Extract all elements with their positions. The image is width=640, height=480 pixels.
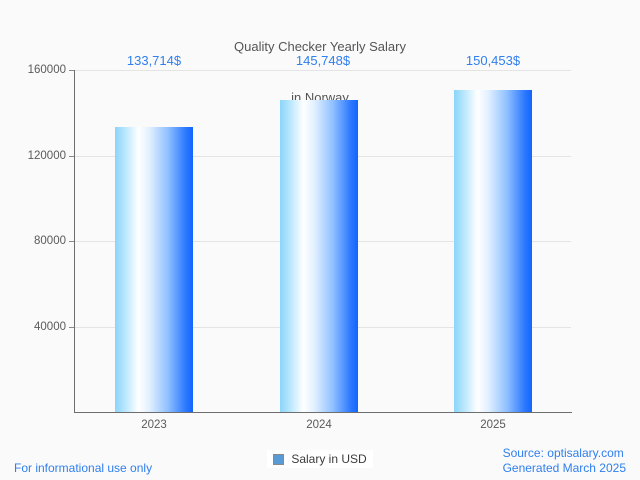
- ytick-label-40000: 40000: [34, 320, 66, 333]
- legend-item-label: Salary in USD: [291, 452, 367, 466]
- footer-disclaimer: For informational use only: [14, 461, 153, 475]
- x-axis-line: [74, 412, 572, 413]
- ytick-label-160000: 160000: [27, 64, 66, 76]
- bar-value-label-2024: 145,748$: [295, 53, 351, 68]
- ytick-label-120000: 120000: [27, 149, 66, 162]
- bar-2023[interactable]: [115, 127, 193, 412]
- footer-source-block: Source: optisalary.com Generated March 2…: [503, 446, 626, 476]
- xtick-label-2023: 2023: [141, 419, 167, 431]
- tick-mark-40000: [69, 326, 75, 328]
- bar-2024[interactable]: [280, 100, 358, 412]
- bar-value-label-2025: 150,453$: [465, 53, 521, 68]
- footer-source: Source: optisalary.com: [502, 446, 624, 460]
- tick-mark-80000: [69, 241, 75, 242]
- tick-mark-160000: [69, 70, 75, 71]
- bar-value-label-2023: 133,714$: [126, 53, 182, 68]
- plot-area: [75, 70, 571, 412]
- legend-swatch-icon: [273, 453, 285, 465]
- footer-generated: Generated March 2025: [502, 461, 626, 475]
- xtick-label-2024: 2024: [306, 419, 332, 431]
- tick-mark-120000: [69, 155, 75, 157]
- y-axis-line: [74, 70, 75, 413]
- xtick-label-2025: 2025: [480, 419, 506, 431]
- ytick-label-80000: 80000: [34, 235, 66, 247]
- bar-2025[interactable]: [454, 90, 532, 412]
- gridline-160000: [75, 70, 571, 71]
- legend-item-salary-in-usd[interactable]: Salary in USD: [267, 450, 373, 468]
- chart-title-line-1: Quality Checker Yearly Salary: [234, 39, 406, 54]
